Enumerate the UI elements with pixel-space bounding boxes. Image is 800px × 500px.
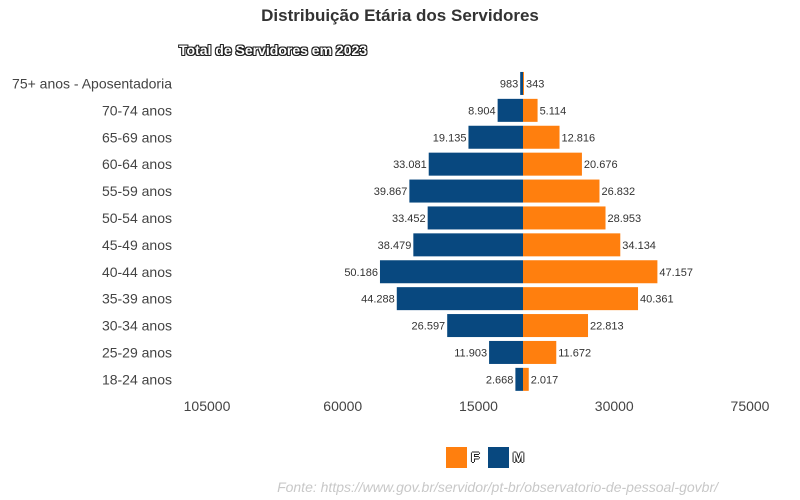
data-label-m: 33.452	[392, 213, 426, 225]
bar-f	[523, 98, 538, 122]
legend: F M	[446, 446, 532, 468]
bar-f	[523, 340, 557, 364]
chart-title: Distribuição Etária dos Servidores	[261, 6, 539, 25]
data-label-m: 983	[500, 78, 518, 90]
bar-f	[523, 233, 621, 257]
chart-subtitle: Total de Servidores em 2023	[179, 42, 368, 58]
data-label-f: 343	[526, 78, 544, 90]
category-label: 55-59 anos	[102, 183, 172, 199]
category-label: 65-69 anos	[102, 129, 172, 145]
bar-m	[497, 98, 523, 122]
bar-f	[523, 367, 529, 391]
bar-m	[427, 206, 523, 230]
bar-f	[523, 179, 600, 203]
data-label-f: 47.157	[659, 267, 693, 279]
bar-f	[523, 260, 658, 284]
category-label: 60-64 anos	[102, 156, 172, 172]
bar-m	[489, 340, 523, 364]
data-label-f: 28.953	[608, 213, 642, 225]
bar-m	[428, 152, 523, 176]
bar-m	[413, 233, 523, 257]
category-label: 25-29 anos	[102, 344, 172, 360]
bar-m	[447, 314, 523, 338]
data-label-f: 5.114	[540, 105, 567, 117]
x-tick-label: 105000	[184, 398, 231, 414]
data-label-m: 11.903	[454, 347, 487, 359]
data-label-f: 12.816	[562, 132, 596, 144]
x-tick-label: 60000	[323, 398, 362, 414]
x-tick-label: 15000	[459, 398, 498, 414]
data-label-m: 33.081	[393, 159, 427, 171]
bar-m	[468, 125, 523, 149]
category-label: 18-24 anos	[102, 371, 172, 387]
legend-swatch-m	[487, 446, 509, 468]
data-label-m: 26.597	[412, 321, 446, 333]
category-label: 35-39 anos	[102, 291, 172, 307]
data-label-m: 39.867	[374, 186, 408, 198]
category-label: 40-44 anos	[102, 264, 172, 280]
data-label-f: 34.134	[622, 240, 656, 252]
x-tick-label: 30000	[595, 398, 634, 414]
bar-f	[523, 71, 524, 95]
data-label-f: 22.813	[590, 321, 624, 333]
data-label-m: 19.135	[433, 132, 467, 144]
bar-f	[523, 125, 560, 149]
data-label-f: 11.672	[558, 347, 591, 359]
bar-f	[523, 206, 606, 230]
data-label-f: 40.361	[640, 294, 674, 306]
data-label-m: 38.479	[378, 240, 412, 252]
data-label-f: 20.676	[584, 159, 618, 171]
bar-m	[396, 287, 523, 311]
bar-m	[409, 179, 523, 203]
data-label-f: 2.017	[531, 374, 559, 386]
data-label-m: 50.186	[344, 267, 378, 279]
x-tick-label: 75000	[731, 398, 770, 414]
legend-label-f: F	[471, 449, 480, 465]
category-label: 70-74 anos	[102, 102, 172, 118]
source-note: Fonte: https://www.gov.br/servidor/pt-br…	[277, 479, 718, 495]
category-label: 75+ anos - Aposentadoria	[12, 75, 172, 91]
bar-m	[520, 71, 523, 95]
bar-m	[515, 367, 523, 391]
data-label-m: 44.288	[361, 294, 395, 306]
legend-item-m[interactable]: M	[487, 446, 525, 468]
bar-m	[379, 260, 523, 284]
legend-item-f[interactable]: F	[446, 446, 480, 468]
data-label-m: 2.668	[486, 374, 514, 386]
category-label: 45-49 anos	[102, 237, 172, 253]
data-label-f: 26.832	[601, 186, 635, 198]
category-label: 50-54 anos	[102, 210, 172, 226]
bar-f	[523, 287, 639, 311]
data-label-m: 8.904	[468, 105, 496, 117]
bar-f	[523, 152, 582, 176]
legend-swatch-f	[446, 446, 467, 468]
bar-f	[523, 314, 589, 338]
legend-label-m: M	[512, 449, 525, 465]
category-label: 30-34 anos	[102, 318, 172, 334]
